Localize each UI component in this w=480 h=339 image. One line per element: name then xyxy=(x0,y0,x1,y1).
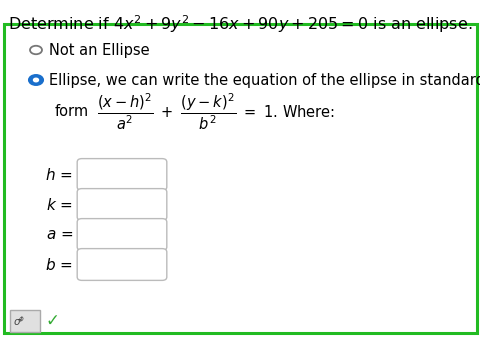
FancyBboxPatch shape xyxy=(10,310,40,332)
Text: $b$ =: $b$ = xyxy=(45,257,73,273)
Text: $\dfrac{(x - h)^2}{a^2}\ +\ \dfrac{(y - k)^2}{b^2}\ =\ 1$. Where:: $\dfrac{(x - h)^2}{a^2}\ +\ \dfrac{(y - … xyxy=(97,92,335,133)
Text: $h$ =: $h$ = xyxy=(45,166,73,182)
Text: Not an Ellipse: Not an Ellipse xyxy=(49,42,149,58)
Circle shape xyxy=(29,75,43,85)
Text: $a$ =: $a$ = xyxy=(46,227,73,242)
Text: $k$ =: $k$ = xyxy=(46,197,73,213)
FancyBboxPatch shape xyxy=(77,219,167,251)
Text: form: form xyxy=(55,104,89,120)
Text: Determine if $4x^2 + 9y^2 - 16x + 90y + 205 = 0$ is an ellipse.: Determine if $4x^2 + 9y^2 - 16x + 90y + … xyxy=(8,13,471,35)
FancyBboxPatch shape xyxy=(77,188,167,220)
FancyBboxPatch shape xyxy=(4,24,476,333)
FancyBboxPatch shape xyxy=(77,159,167,191)
Text: Ellipse, we can write the equation of the ellipse in standard: Ellipse, we can write the equation of th… xyxy=(49,73,480,87)
Text: ✓: ✓ xyxy=(45,312,59,330)
FancyBboxPatch shape xyxy=(77,248,167,280)
Circle shape xyxy=(34,78,38,82)
Text: $\sigma^{\!\phi}$: $\sigma^{\!\phi}$ xyxy=(13,314,25,328)
